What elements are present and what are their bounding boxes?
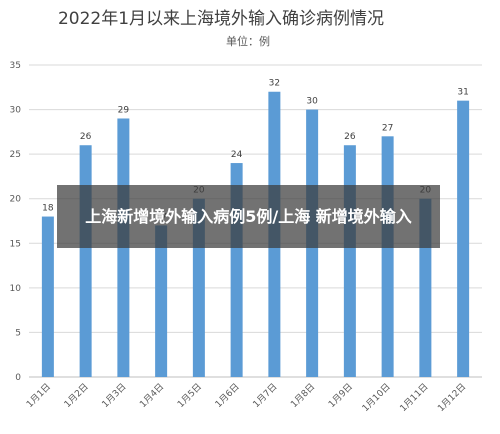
data-label: 18 — [42, 204, 54, 214]
data-label: 32 — [269, 79, 280, 89]
x-tick-label: 1月8日 — [289, 381, 318, 410]
data-label: 30 — [306, 97, 318, 107]
x-tick-label: 1月12日 — [436, 381, 469, 414]
x-tick-label: 1月4日 — [138, 381, 167, 410]
x-tick-label: 1月11日 — [398, 381, 431, 414]
bar — [381, 136, 394, 377]
data-label: 27 — [382, 123, 393, 133]
x-tick-label: 1月2日 — [62, 381, 91, 410]
headline-overlay: 上海新增境外输入病例5例/上海 新增境外输入 — [57, 185, 440, 248]
x-tick-label: 1月6日 — [213, 381, 242, 410]
y-tick-label: 20 — [10, 195, 22, 205]
x-tick-label: 1月1日 — [24, 381, 53, 410]
y-tick-label: 0 — [15, 373, 21, 383]
x-tick-label: 1月10日 — [360, 381, 393, 414]
y-tick-label: 10 — [10, 284, 22, 294]
y-tick-label: 5 — [15, 328, 21, 338]
bar — [457, 100, 470, 378]
y-tick-label: 25 — [10, 150, 21, 160]
x-tick-label: 1月5日 — [175, 381, 204, 410]
y-tick-label: 15 — [10, 239, 21, 249]
data-label: 31 — [457, 88, 468, 98]
x-tick-label: 1月7日 — [251, 381, 280, 410]
chart-subtitle: 单位：例 — [226, 34, 270, 48]
bar — [41, 216, 54, 377]
bar — [343, 145, 356, 377]
x-tick-label: 1月3日 — [100, 381, 129, 410]
y-tick-label: 30 — [10, 106, 22, 116]
chart-title: 2022年1月以来上海境外输入确诊病例情况 — [58, 9, 384, 29]
y-tick-label: 35 — [10, 61, 21, 71]
x-tick-label: 1月9日 — [326, 381, 355, 410]
data-label: 24 — [231, 150, 243, 160]
bar — [79, 145, 92, 377]
data-label: 26 — [80, 132, 92, 142]
headline-text: 上海新增境外输入病例5例/上海 新增境外输入 — [85, 206, 412, 226]
data-label: 29 — [118, 105, 130, 115]
bar — [155, 225, 168, 377]
data-label: 26 — [344, 132, 356, 142]
